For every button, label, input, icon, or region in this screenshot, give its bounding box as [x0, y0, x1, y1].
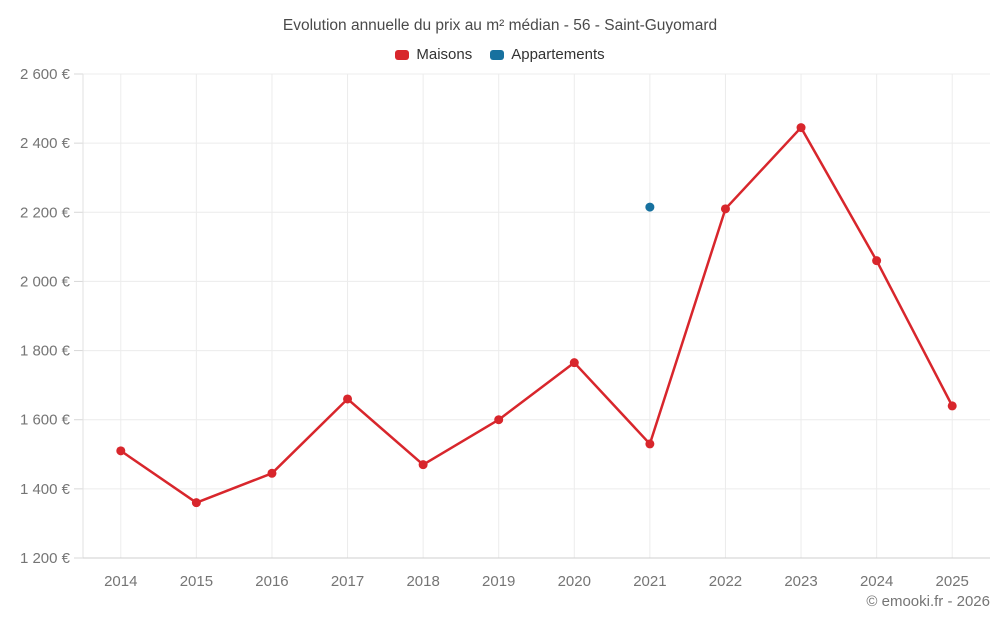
- maisons-point[interactable]: [569, 358, 579, 368]
- y-axis-label: 2 200 €: [20, 204, 71, 221]
- x-axis-label: 2016: [255, 573, 288, 590]
- x-axis-label: 2024: [860, 573, 893, 590]
- y-axis-label: 1 800 €: [20, 343, 71, 360]
- x-axis-label: 2019: [482, 573, 515, 590]
- appartements-point[interactable]: [645, 202, 655, 212]
- y-axis-label: 2 400 €: [20, 135, 71, 152]
- maisons-point[interactable]: [947, 401, 957, 411]
- maisons-line: [119, 126, 954, 504]
- y-axis-label: 1 400 €: [20, 481, 71, 498]
- y-axis-label: 1 600 €: [20, 412, 71, 429]
- x-axis-label: 2015: [180, 573, 213, 590]
- maisons-point[interactable]: [116, 446, 126, 456]
- maisons-swatch-icon: [395, 49, 410, 60]
- legend-item-maisons[interactable]: Maisons: [395, 46, 472, 63]
- y-axis-label: 2 600 €: [20, 66, 71, 83]
- x-axis-label: 2014: [104, 573, 137, 590]
- x-axis-label: 2021: [633, 573, 666, 590]
- maisons-point[interactable]: [872, 256, 882, 266]
- chart-legend: Maisons Appartements: [0, 46, 1000, 63]
- footer-credit: © emooki.fr - 2026: [866, 593, 990, 610]
- appartements-swatch-icon: [490, 49, 505, 60]
- maisons-point[interactable]: [720, 204, 730, 214]
- y-axis-label: 2 000 €: [20, 273, 71, 290]
- x-axis-label: 2025: [936, 573, 969, 590]
- maisons-point[interactable]: [796, 123, 806, 133]
- maisons-point[interactable]: [494, 415, 504, 425]
- y-axis-label: 1 200 €: [20, 550, 71, 567]
- legend-item-appartements[interactable]: Appartements: [490, 46, 605, 63]
- legend-label-maisons: Maisons: [416, 46, 473, 63]
- maisons-point[interactable]: [191, 498, 201, 508]
- chart-title: Evolution annuelle du prix au m² médian …: [282, 17, 718, 34]
- x-axis-label: 2023: [784, 573, 817, 590]
- x-axis-label: 2022: [709, 573, 742, 590]
- maisons-point[interactable]: [418, 460, 428, 470]
- legend-label-appartements: Appartements: [511, 46, 605, 63]
- x-axis-label: 2018: [406, 573, 439, 590]
- x-axis-label: 2017: [331, 573, 364, 590]
- x-axis-label: 2020: [558, 573, 591, 590]
- maisons-point[interactable]: [343, 394, 353, 404]
- maisons-point[interactable]: [267, 468, 277, 478]
- maisons-point[interactable]: [645, 439, 655, 449]
